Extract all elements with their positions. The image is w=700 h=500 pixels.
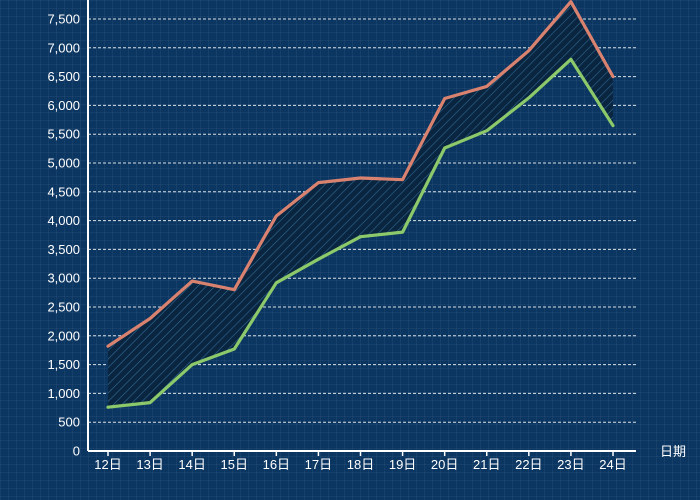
x-tick-label: 14日	[178, 457, 205, 472]
y-tick-label: 3,000	[47, 271, 80, 286]
x-tick-labels: 12日 13日 14日 15日 16日 17日 18日 19日 20日 21日 22日 23日 24日	[94, 451, 627, 472]
x-tick-label: 18日	[347, 457, 374, 472]
y-tick-label: 500	[58, 415, 80, 430]
y-tick-label: 2,500	[47, 300, 80, 315]
y-tick-label: 2,000	[47, 328, 80, 343]
x-tick-label: 24日	[599, 457, 626, 472]
series-line-upper	[106, 0, 615, 348]
x-tick-label: 12日	[94, 457, 121, 472]
y-tick-label: 6,500	[47, 69, 80, 84]
y-tick-label: 0	[73, 444, 80, 459]
series-line-lower	[106, 57, 615, 409]
x-tick-label: 23日	[557, 457, 584, 472]
y-tick-label: 3,500	[47, 242, 80, 257]
x-axis-title: 日期	[660, 444, 686, 459]
y-tick-label: 7,500	[47, 12, 80, 27]
x-tick-label: 20日	[431, 457, 458, 472]
series-lines	[106, 0, 615, 409]
axes	[87, 0, 636, 452]
y-tick-labels: 0 500 1,000 1,500 2,000 2,500 3,000 3,500 4,000 4…	[47, 12, 80, 459]
x-tick-label: 13日	[136, 457, 163, 472]
y-tick-label: 7,000	[47, 40, 80, 55]
y-tick-label: 1,000	[47, 386, 80, 401]
x-tick-label: 16日	[263, 457, 290, 472]
x-tick-label: 15日	[221, 457, 248, 472]
y-tick-label: 6,000	[47, 98, 80, 113]
y-tick-label: 4,500	[47, 184, 80, 199]
y-tick-label: 5,500	[47, 127, 80, 142]
x-tick-label: 19日	[389, 457, 416, 472]
x-tick-label: 21日	[473, 457, 500, 472]
x-tick-label: 17日	[305, 457, 332, 472]
y-tick-label: 4,000	[47, 213, 80, 228]
range-band	[108, 1, 613, 408]
x-tick-label: 22日	[515, 457, 542, 472]
y-tick-label: 1,500	[47, 357, 80, 372]
y-tick-label: 5,000	[47, 156, 80, 171]
